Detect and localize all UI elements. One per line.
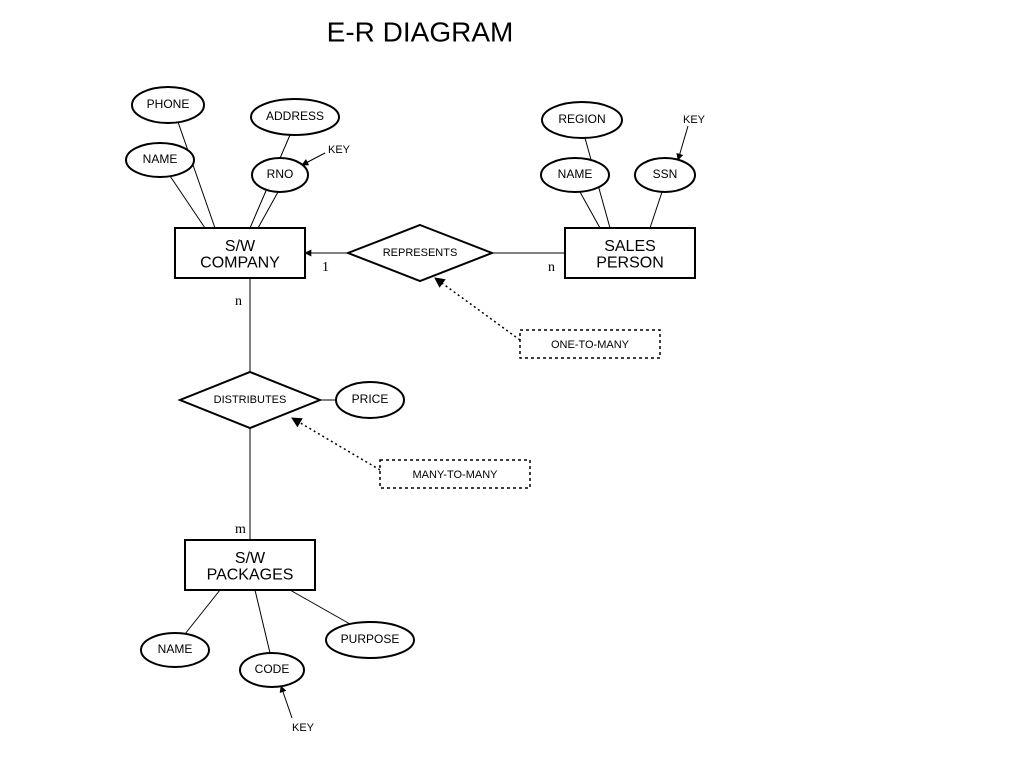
attribute-label: PURPOSE — [341, 632, 400, 646]
attribute-code: CODE — [240, 653, 304, 687]
entity-sw_company: S/WCOMPANY — [175, 228, 305, 278]
cardinality-label: m — [235, 522, 246, 537]
cardinality-label: n — [235, 294, 242, 309]
attribute-label: CODE — [255, 662, 290, 676]
annotation-label: MANY-TO-MANY — [413, 469, 499, 481]
attribute-label: PHONE — [147, 97, 190, 111]
attribute-label: PRICE — [352, 392, 389, 406]
attribute-label: NAME — [158, 642, 193, 656]
attribute-label: ADDRESS — [266, 109, 324, 123]
attribute-name3: NAME — [141, 633, 209, 667]
annotation-arrow — [435, 278, 520, 340]
key-label: KEY — [683, 114, 706, 126]
entity-label: S/W — [225, 238, 256, 255]
entity-label: PERSON — [596, 255, 664, 272]
edge — [258, 192, 278, 228]
relationship-label: REPRESENTS — [383, 247, 458, 259]
annotation-one_to_many: ONE-TO-MANY — [435, 278, 660, 358]
key-arrow — [678, 126, 688, 160]
edge — [255, 590, 270, 653]
key-arrow — [302, 153, 325, 165]
attribute-name1: NAME — [126, 143, 194, 177]
attribute-name2: NAME — [541, 158, 609, 192]
annotation-label: ONE-TO-MANY — [551, 339, 630, 351]
entity-label: COMPANY — [200, 255, 280, 272]
attribute-price: PRICE — [336, 382, 404, 418]
key-label: KEY — [328, 144, 351, 156]
attribute-label: RNO — [267, 167, 294, 181]
annotation-many_to_many: MANY-TO-MANY — [292, 418, 530, 488]
attribute-region: REGION — [542, 102, 622, 138]
cardinality-label: n — [548, 260, 555, 275]
entity-label: SALES — [604, 238, 656, 255]
key-label: KEY — [292, 722, 315, 734]
entity-sw_packages: S/WPACKAGES — [185, 540, 315, 590]
edge — [185, 590, 220, 634]
edge — [650, 192, 662, 228]
er-diagram-canvas: E-R DIAGRAMS/WCOMPANYSALESPERSONS/WPACKA… — [0, 0, 1024, 768]
attribute-label: NAME — [558, 167, 593, 181]
cardinality-label: 1 — [322, 260, 329, 275]
attribute-label: REGION — [558, 112, 605, 126]
relationship-represents: REPRESENTS — [348, 225, 492, 281]
attribute-address: ADDRESS — [251, 99, 339, 135]
attribute-label: NAME — [143, 152, 178, 166]
attribute-phone: PHONE — [132, 87, 204, 123]
annotation-arrow — [292, 418, 380, 470]
attribute-label: SSN — [653, 167, 678, 181]
edge — [178, 122, 215, 228]
attribute-purpose: PURPOSE — [326, 622, 414, 658]
diagram-title: E-R DIAGRAM — [327, 16, 514, 47]
edge — [290, 590, 350, 624]
relationship-distributes: DISTRIBUTES — [180, 372, 320, 428]
attribute-ssn: SSN — [635, 158, 695, 192]
entity-label: S/W — [235, 550, 266, 567]
entity-sales_person: SALESPERSON — [565, 228, 695, 278]
edge — [580, 192, 600, 228]
relationship-label: DISTRIBUTES — [214, 394, 287, 406]
entity-label: PACKAGES — [207, 567, 294, 584]
key-arrow — [281, 686, 292, 718]
attribute-rno: RNO — [252, 158, 308, 192]
